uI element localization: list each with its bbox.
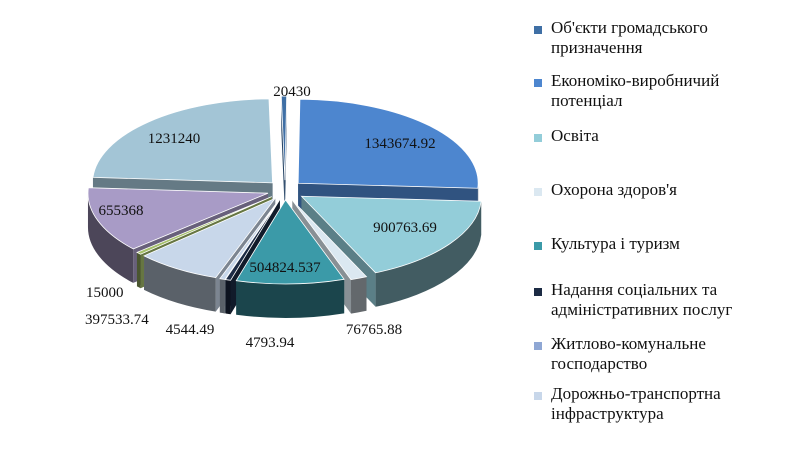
pie-slices	[87, 95, 482, 318]
legend-swatch	[534, 288, 542, 296]
legend-item-social-admin-services: Надання соціальних та адміністративних п…	[534, 280, 794, 320]
legend-item-culture-tourism: Культура і туризм	[534, 234, 794, 254]
legend-swatch	[534, 188, 542, 196]
legend-item-public-facilities: Об'єкти громадського призначення	[534, 18, 794, 58]
slice-value-label: 76765.88	[346, 322, 402, 338]
legend-label: Економіко-виробничий потенціал	[551, 71, 720, 110]
slice-value-label: 504824.537	[249, 260, 321, 276]
legend-label: Освіта	[551, 126, 599, 145]
legend-swatch	[534, 392, 542, 400]
pie-slice	[235, 199, 345, 318]
legend-item-education: Освіта	[534, 126, 794, 146]
legend-label: Житлово-комунальне господарство	[551, 334, 706, 373]
legend-item-economic-potential: Економіко-виробничий потенціал	[534, 71, 794, 111]
legend-item-housing-utilities: Житлово-комунальне господарство	[534, 334, 794, 374]
slice-value-label: 1343674.92	[364, 136, 435, 152]
legend-swatch	[534, 26, 542, 34]
slice-value-label: 655368	[99, 203, 144, 219]
slice-value-label: 1231240	[148, 131, 201, 147]
pie-slice	[280, 95, 288, 215]
legend-label: Охорона здоров'я	[551, 180, 677, 199]
slice-value-label: 4793.94	[246, 335, 295, 351]
slice-value-label: 15000	[86, 285, 124, 301]
legend-label: Культура і туризм	[551, 234, 680, 253]
slice-value-label: 900763.69	[373, 220, 437, 236]
legend-item-healthcare: Охорона здоров'я	[534, 180, 794, 200]
legend-item-road-transport: Дорожньо-транспортна інфраструктура	[534, 384, 794, 424]
slice-value-label: 20430	[273, 84, 311, 100]
legend-label: Надання соціальних та адміністративних п…	[551, 280, 733, 319]
legend-swatch	[534, 342, 542, 350]
slice-value-label: 397533.74	[85, 312, 149, 328]
pie-slice	[300, 195, 482, 307]
legend-label: Дорожньо-транспортна інфраструктура	[551, 384, 721, 423]
pie-value-labels: 20430 1343674.92 900763.69 76765.88 504824.5…	[85, 84, 437, 351]
legend-swatch	[534, 242, 542, 250]
legend-label: Об'єкти громадського призначення	[551, 18, 708, 57]
legend-swatch	[534, 134, 542, 142]
legend-swatch	[534, 79, 542, 87]
slice-value-label: 4544.49	[166, 322, 215, 338]
